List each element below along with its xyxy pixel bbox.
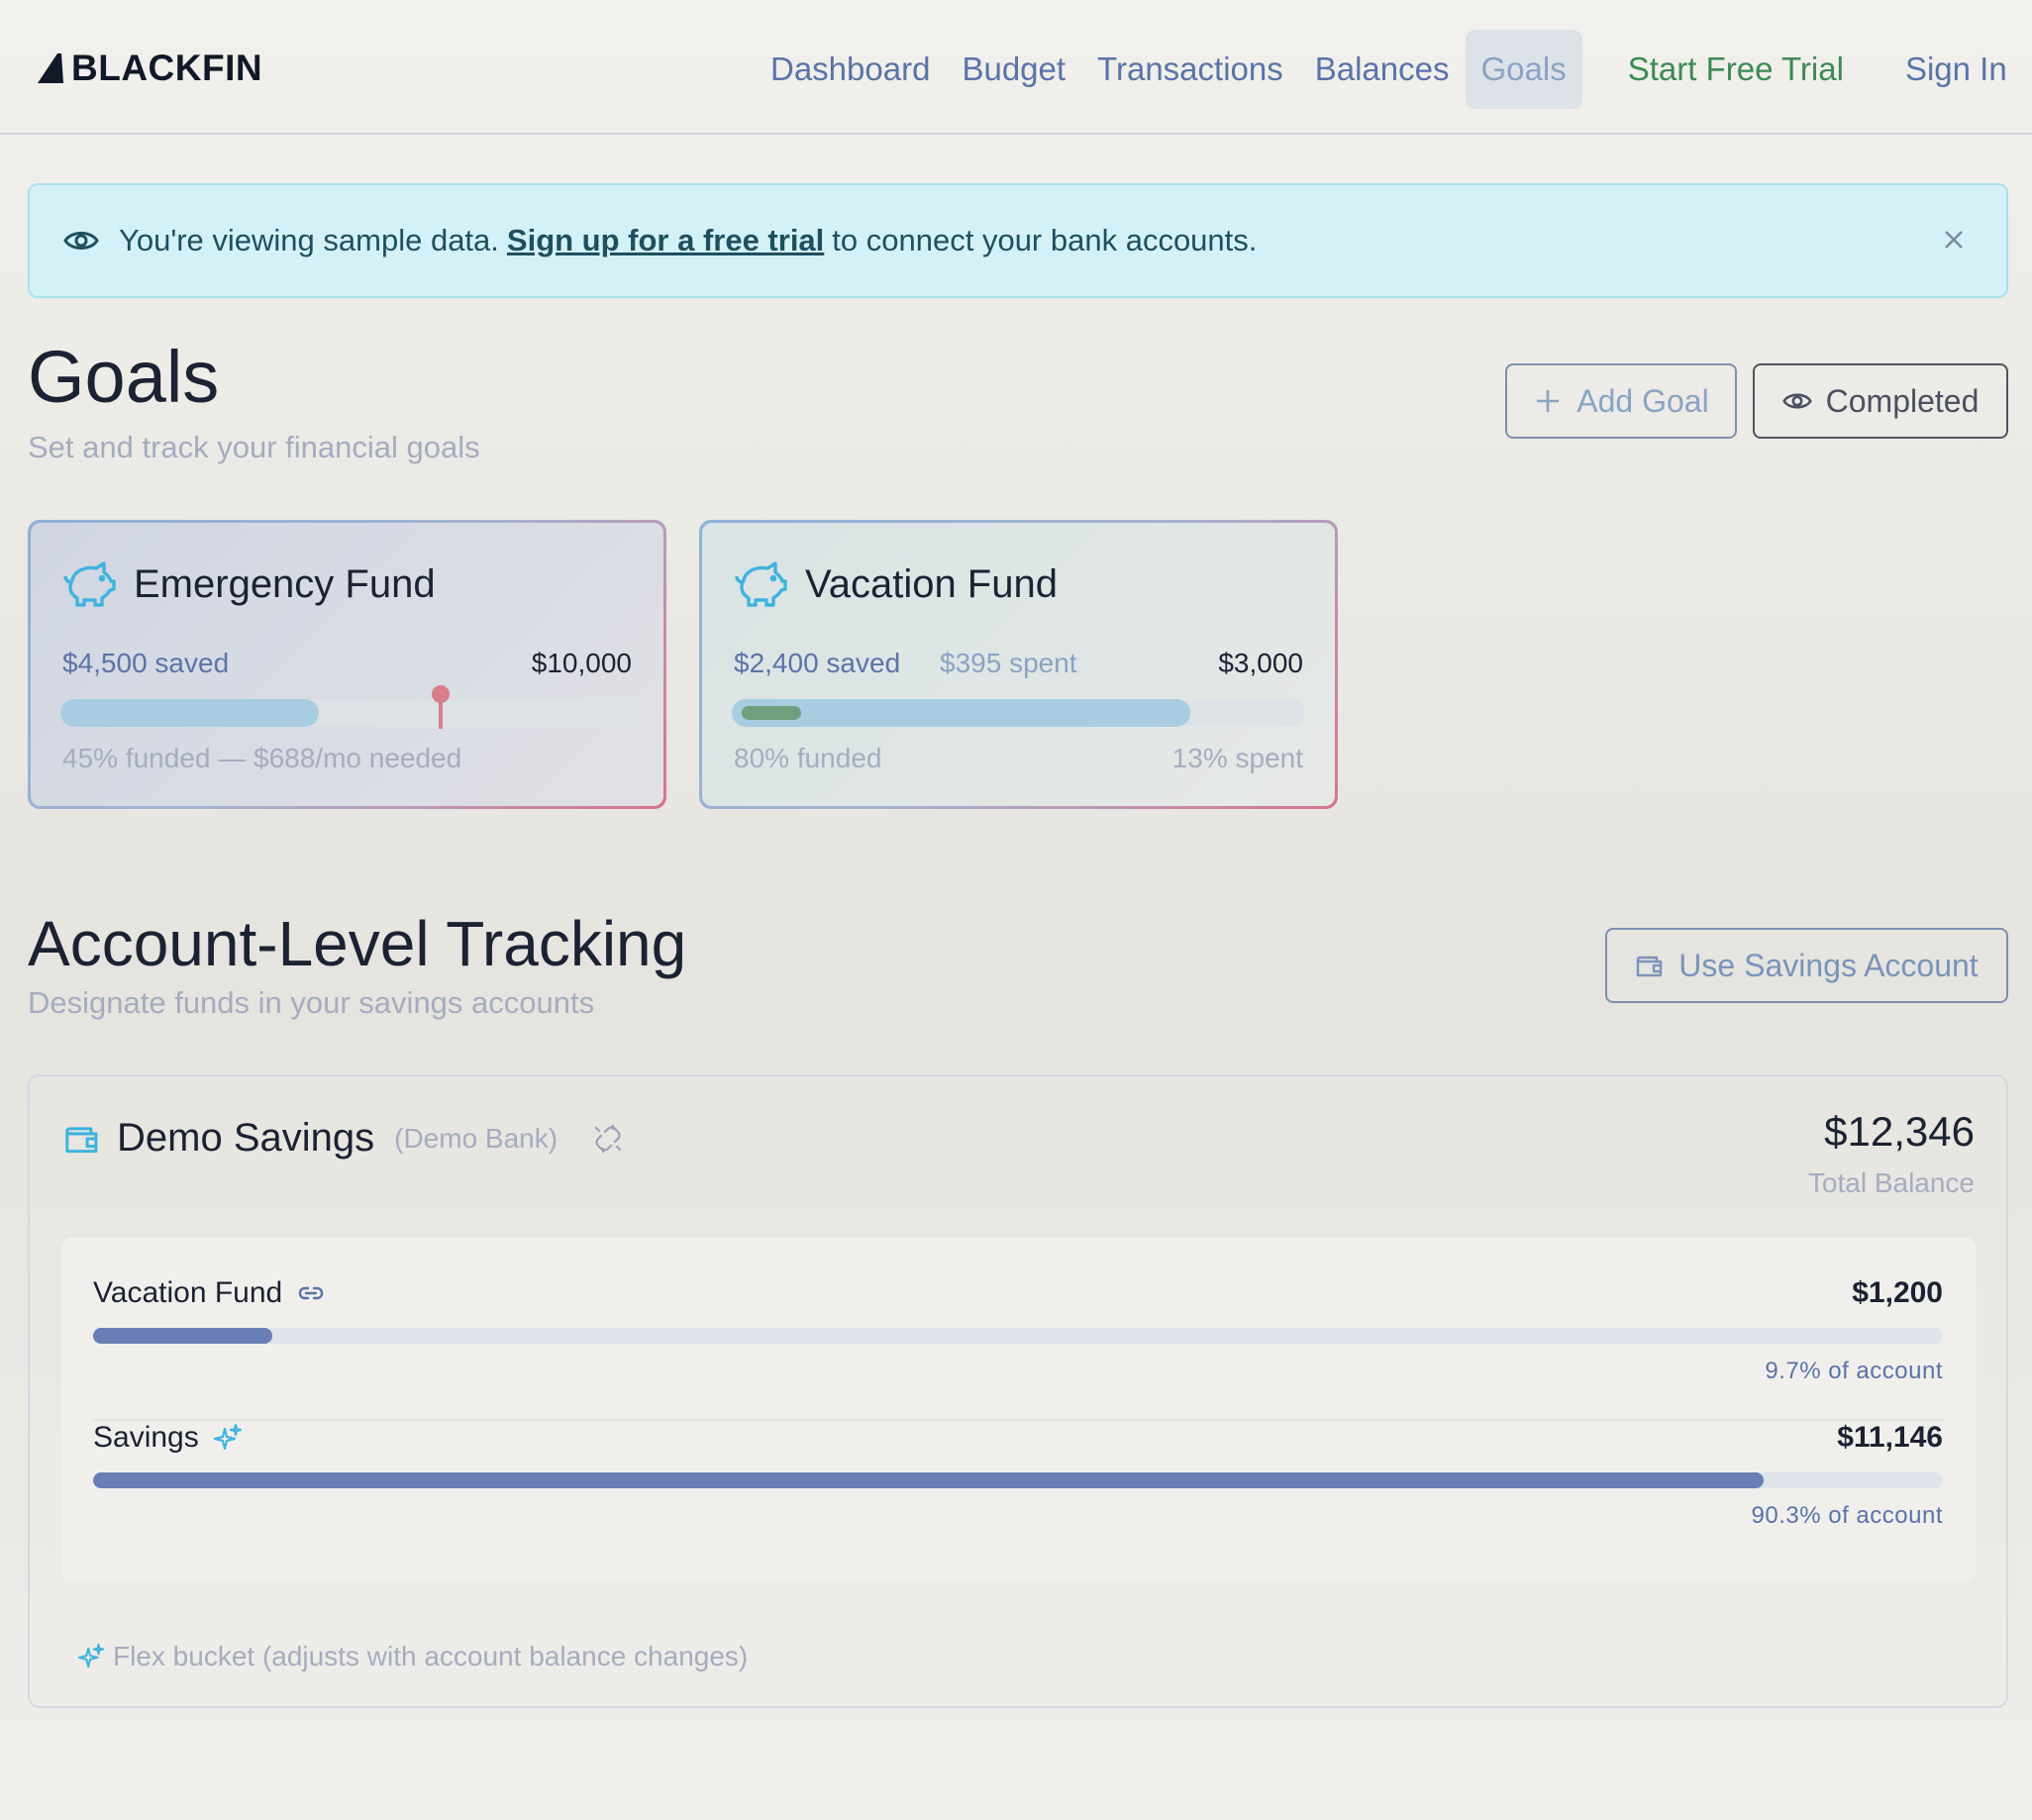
banner-text-prefix: You're viewing sample data. bbox=[119, 223, 499, 257]
goal-spent-fill bbox=[742, 706, 802, 720]
goal-funded-status: 80% funded bbox=[734, 743, 882, 773]
eye-icon bbox=[63, 232, 99, 250]
piggy-bank-icon bbox=[735, 561, 787, 607]
account-panel: Demo Savings (Demo Bank) $12,346 Total B… bbox=[28, 1074, 2008, 1708]
goal-target-amount: $3,000 bbox=[1218, 648, 1303, 678]
goal-progress-fill bbox=[732, 699, 1191, 727]
use-savings-label: Use Savings Account bbox=[1678, 947, 1979, 983]
brand-logo[interactable]: BLACKFIN bbox=[36, 48, 262, 89]
wallet-icon bbox=[1637, 956, 1663, 977]
banner-text-suffix: to connect your bank accounts. bbox=[832, 223, 1258, 257]
account-balance-label: Total Balance bbox=[1807, 1167, 1975, 1198]
bucket-name: Savings bbox=[93, 1421, 199, 1454]
sparkle-icon bbox=[213, 1423, 242, 1451]
pace-marker bbox=[432, 685, 451, 729]
wallet-icon bbox=[65, 1126, 98, 1153]
flex-bucket-note: Flex bucket (adjusts with account balanc… bbox=[77, 1641, 748, 1672]
bank-name: (Demo Bank) bbox=[394, 1122, 559, 1154]
fin-logo-icon bbox=[38, 53, 63, 83]
completed-label: Completed bbox=[1825, 382, 1980, 419]
top-nav-bar: BLACKFIN Dashboard Budget Transactions B… bbox=[0, 0, 2032, 135]
flex-note-text: Flex bucket (adjusts with account balanc… bbox=[113, 1641, 749, 1671]
goal-progress-fill bbox=[60, 699, 319, 727]
eye-icon bbox=[1781, 393, 1812, 409]
bucket-progress-bar bbox=[93, 1472, 1943, 1488]
goal-progress-bar bbox=[60, 685, 634, 729]
bucket-list: Vacation Fund $1,200 9.7% of account Sav… bbox=[61, 1237, 1977, 1581]
main-nav: Dashboard Budget Transactions Balances G… bbox=[755, 30, 2023, 109]
bucket-amount: $1,200 bbox=[1852, 1276, 1943, 1309]
link-icon bbox=[299, 1286, 324, 1300]
goal-target-amount: $10,000 bbox=[531, 648, 632, 678]
show-completed-button[interactable]: Completed bbox=[1753, 363, 2008, 439]
bucket-row-savings[interactable]: Savings $11,146 90.3% of account bbox=[93, 1421, 1943, 1566]
nav-goals[interactable]: Goals bbox=[1465, 30, 1582, 109]
goal-spent-status: 13% spent bbox=[1171, 743, 1303, 773]
page-subtitle: Set and track your financial goals bbox=[28, 430, 480, 464]
add-goal-label: Add Goal bbox=[1576, 382, 1709, 419]
page-title: Goals bbox=[28, 336, 220, 418]
bucket-progress-fill bbox=[93, 1472, 1764, 1488]
nav-balances[interactable]: Balances bbox=[1314, 51, 1450, 87]
bucket-percent: 90.3% of account bbox=[1751, 1502, 1943, 1529]
goal-saved-amount: $2,400 saved bbox=[734, 648, 901, 678]
plus-icon bbox=[1537, 390, 1560, 412]
bucket-name: Vacation Fund bbox=[93, 1276, 283, 1309]
sparkle-icon bbox=[77, 1643, 105, 1668]
sample-data-banner: You're viewing sample data. Sign up for … bbox=[28, 183, 2008, 298]
bucket-row-vacation-fund[interactable]: Vacation Fund $1,200 9.7% of account bbox=[93, 1276, 1943, 1421]
nav-budget[interactable]: Budget bbox=[962, 51, 1067, 87]
bucket-percent: 9.7% of account bbox=[1765, 1358, 1943, 1384]
close-icon[interactable] bbox=[1937, 223, 1971, 256]
goal-spent-amount: $395 spent bbox=[940, 648, 1077, 678]
account-balance: $12,346 bbox=[1824, 1108, 1975, 1155]
section-subtitle: Designate funds in your savings accounts bbox=[28, 985, 595, 1020]
goal-name: Emergency Fund bbox=[134, 561, 436, 606]
goal-saved-amount: $4,500 saved bbox=[62, 648, 230, 678]
brand-name: BLACKFIN bbox=[71, 48, 263, 88]
section-title: Account-Level Tracking bbox=[28, 908, 687, 979]
bucket-amount: $11,146 bbox=[1837, 1421, 1943, 1454]
piggy-bank-icon bbox=[63, 561, 116, 607]
add-goal-button[interactable]: Add Goal bbox=[1505, 363, 1737, 439]
account-name: Demo Savings bbox=[117, 1116, 375, 1160]
start-free-trial-link[interactable]: Start Free Trial bbox=[1627, 51, 1844, 87]
goal-progress-bar bbox=[732, 699, 1305, 727]
goal-card-vacation-fund[interactable]: Vacation Fund $2,400 saved $395 spent $3… bbox=[699, 520, 1338, 809]
goal-name: Vacation Fund bbox=[805, 561, 1058, 606]
goal-card-emergency-fund[interactable]: Emergency Fund $4,500 saved $10,000 45% … bbox=[28, 520, 666, 809]
goal-funded-status: 45% funded — $688/mo needed bbox=[62, 743, 462, 773]
sign-in-link[interactable]: Sign In bbox=[1904, 51, 2007, 87]
sign-up-trial-link[interactable]: Sign up for a free trial bbox=[506, 223, 825, 257]
nav-dashboard[interactable]: Dashboard bbox=[770, 51, 931, 87]
nav-transactions[interactable]: Transactions bbox=[1097, 51, 1283, 87]
use-savings-account-button[interactable]: Use Savings Account bbox=[1605, 928, 2008, 1003]
unlink-icon[interactable] bbox=[593, 1124, 623, 1154]
bucket-progress-fill bbox=[93, 1328, 273, 1344]
bucket-progress-bar bbox=[93, 1328, 1943, 1344]
